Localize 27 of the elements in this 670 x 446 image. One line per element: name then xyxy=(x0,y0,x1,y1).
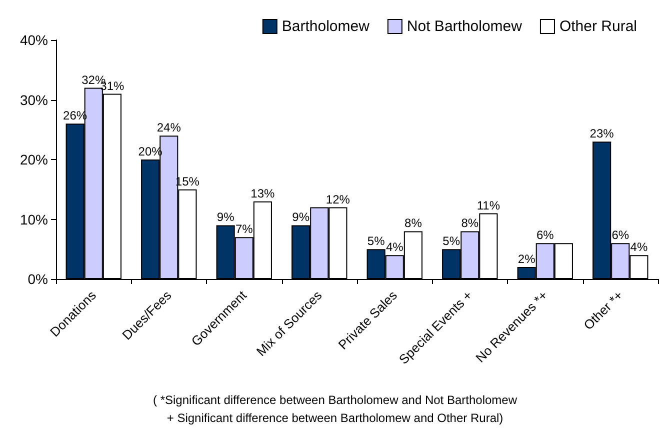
y-tick-label: 20% xyxy=(20,152,48,168)
text: + Significant difference between Bartholomew and Other Rural) xyxy=(166,411,504,425)
data-label: 9% xyxy=(216,210,235,224)
data-label: 2% xyxy=(518,252,536,266)
data-label: 11% xyxy=(476,198,500,212)
data-label: 13% xyxy=(250,186,276,200)
data-label: 5% xyxy=(442,234,460,248)
data-label: 12% xyxy=(326,192,350,206)
y-tick-label: 0% xyxy=(28,271,48,287)
data-label: 6% xyxy=(536,228,554,242)
data-label: 6% xyxy=(612,228,630,242)
data-label: 4% xyxy=(630,240,648,254)
data-label: 23% xyxy=(590,126,614,141)
data-label: 7% xyxy=(235,222,254,236)
y-tick-label: 10% xyxy=(20,211,48,228)
data-label: 5% xyxy=(367,234,386,248)
legend-label: Other Rural xyxy=(559,18,638,35)
data-label: 24% xyxy=(156,120,182,135)
data-label: 9% xyxy=(292,210,310,224)
data-label: 8% xyxy=(461,216,479,230)
legend-label: Not Bartholomew xyxy=(406,18,522,35)
data-label: 8% xyxy=(404,216,422,230)
y-tick-label: 40% xyxy=(20,32,48,48)
text: ( *Significant difference between Bartholomew and Not Bartholomew xyxy=(153,393,518,407)
data-label: 4% xyxy=(386,240,404,254)
legend-label: Bartholomew xyxy=(282,18,370,35)
y-tick-label: 30% xyxy=(20,92,48,108)
